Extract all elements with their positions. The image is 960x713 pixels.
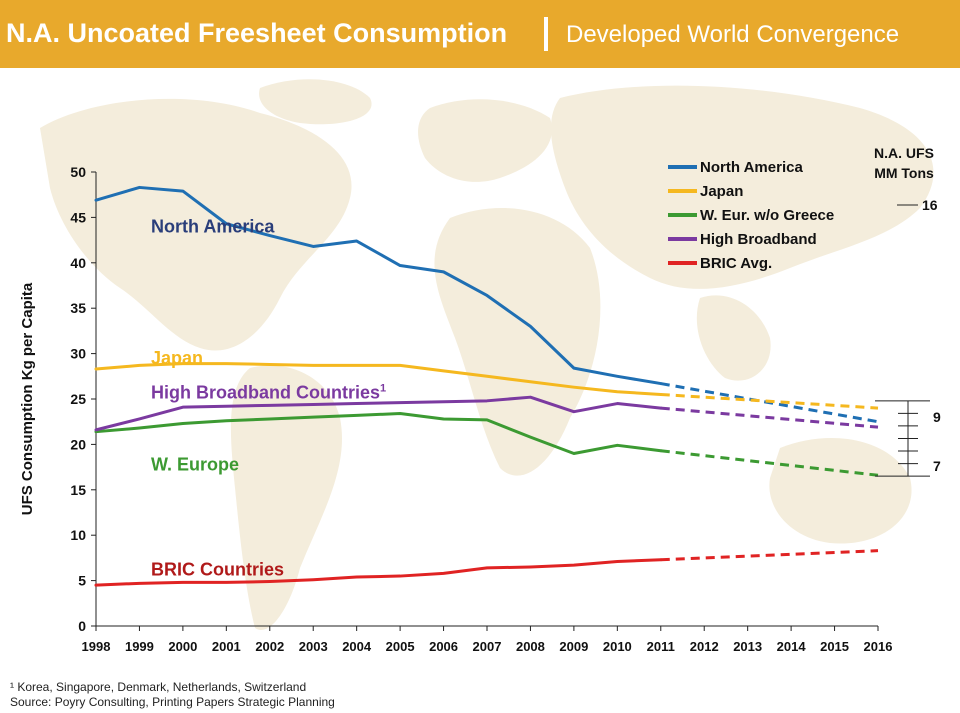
series-label-high-broadband: High Broadband Countries1 [151, 383, 386, 403]
x-tick-label-2000: 2000 [168, 639, 197, 654]
scale-title-line1: N.A. UFS [874, 145, 934, 161]
series-label-w-eur-w-o-greece: W. Europe [151, 454, 239, 474]
y-tick-label-0: 0 [78, 618, 86, 634]
scale-lower-value: 7 [933, 458, 941, 474]
series-line-north-america [94, 185, 663, 386]
x-tick-label-2012: 2012 [690, 639, 719, 654]
x-tick-label-1998: 1998 [82, 639, 111, 654]
y-tick-label-50: 50 [70, 164, 86, 180]
x-tick-label-2004: 2004 [342, 639, 372, 654]
footnote-broadband-countries: ¹ Korea, Singapore, Denmark, Netherlands… [10, 680, 307, 694]
series-forecast-japan [660, 392, 879, 410]
series-line-bric-avg [94, 558, 663, 587]
y-tick-label-35: 35 [70, 300, 86, 316]
x-tick-label-2007: 2007 [473, 639, 502, 654]
y-tick-label-10: 10 [70, 527, 86, 543]
series-line-w-eur-w-o-greece [94, 412, 663, 455]
series-forecast-w-eur-w-o-greece [660, 449, 879, 477]
slide-title: N.A. Uncoated Freesheet Consumption [6, 18, 508, 48]
y-tick-label-25: 25 [70, 391, 86, 407]
x-tick-label-2015: 2015 [820, 639, 849, 654]
y-axis-title: UFS Consumption Kg per Capita [19, 282, 36, 515]
x-tick-label-2001: 2001 [212, 639, 241, 654]
series-line-japan [94, 362, 663, 396]
scale-title-line2: MM Tons [874, 165, 934, 181]
series-label-bric-avg: BRIC Countries [151, 560, 284, 580]
series-forecast-high-broadband [660, 406, 879, 429]
y-tick-label-45: 45 [70, 209, 86, 225]
legend-label-bric-avg: BRIC Avg. [700, 255, 772, 272]
legend-label-high-broadband: High Broadband [700, 231, 817, 248]
legend-label-w-eur-w-o-greece: W. Eur. w/o Greece [700, 207, 834, 224]
x-tick-label-2005: 2005 [386, 639, 415, 654]
x-tick-label-2006: 2006 [429, 639, 458, 654]
x-tick-label-2008: 2008 [516, 639, 545, 654]
series-line-high-broadband [94, 395, 663, 432]
y-tick-label-20: 20 [70, 436, 86, 452]
x-tick-label-2003: 2003 [299, 639, 328, 654]
footnote-source: Source: Poyry Consulting, Printing Paper… [10, 695, 335, 709]
series-label-superscript: 1 [380, 383, 386, 395]
x-tick-label-2013: 2013 [733, 639, 762, 654]
legend-label-japan: Japan [700, 183, 743, 200]
x-tick-label-2009: 2009 [559, 639, 588, 654]
x-tick-label-2016: 2016 [864, 639, 893, 654]
x-tick-label-2002: 2002 [255, 639, 284, 654]
y-tick-label-5: 5 [78, 573, 86, 589]
series-forecast-bric-avg [660, 549, 879, 562]
legend-label-north-america: North America [700, 159, 803, 176]
title-separator [544, 17, 548, 51]
slide-subtitle: Developed World Convergence [566, 21, 900, 48]
series-label-north-america: North America [151, 216, 275, 236]
y-tick-label-40: 40 [70, 255, 86, 271]
scale-upper-value: 9 [933, 409, 941, 425]
x-tick-label-1999: 1999 [125, 639, 154, 654]
x-tick-label-2011: 2011 [647, 639, 675, 654]
y-tick-label-15: 15 [70, 482, 86, 498]
world-map-background [40, 79, 934, 630]
y-tick-label-30: 30 [70, 346, 86, 362]
x-tick-label-2010: 2010 [603, 639, 632, 654]
header-bar: N.A. Uncoated Freesheet Consumption Deve… [0, 0, 960, 68]
series-label-japan: Japan [151, 348, 203, 368]
x-tick-label-2014: 2014 [777, 639, 807, 654]
scale-legend-value: 16 [922, 197, 938, 213]
